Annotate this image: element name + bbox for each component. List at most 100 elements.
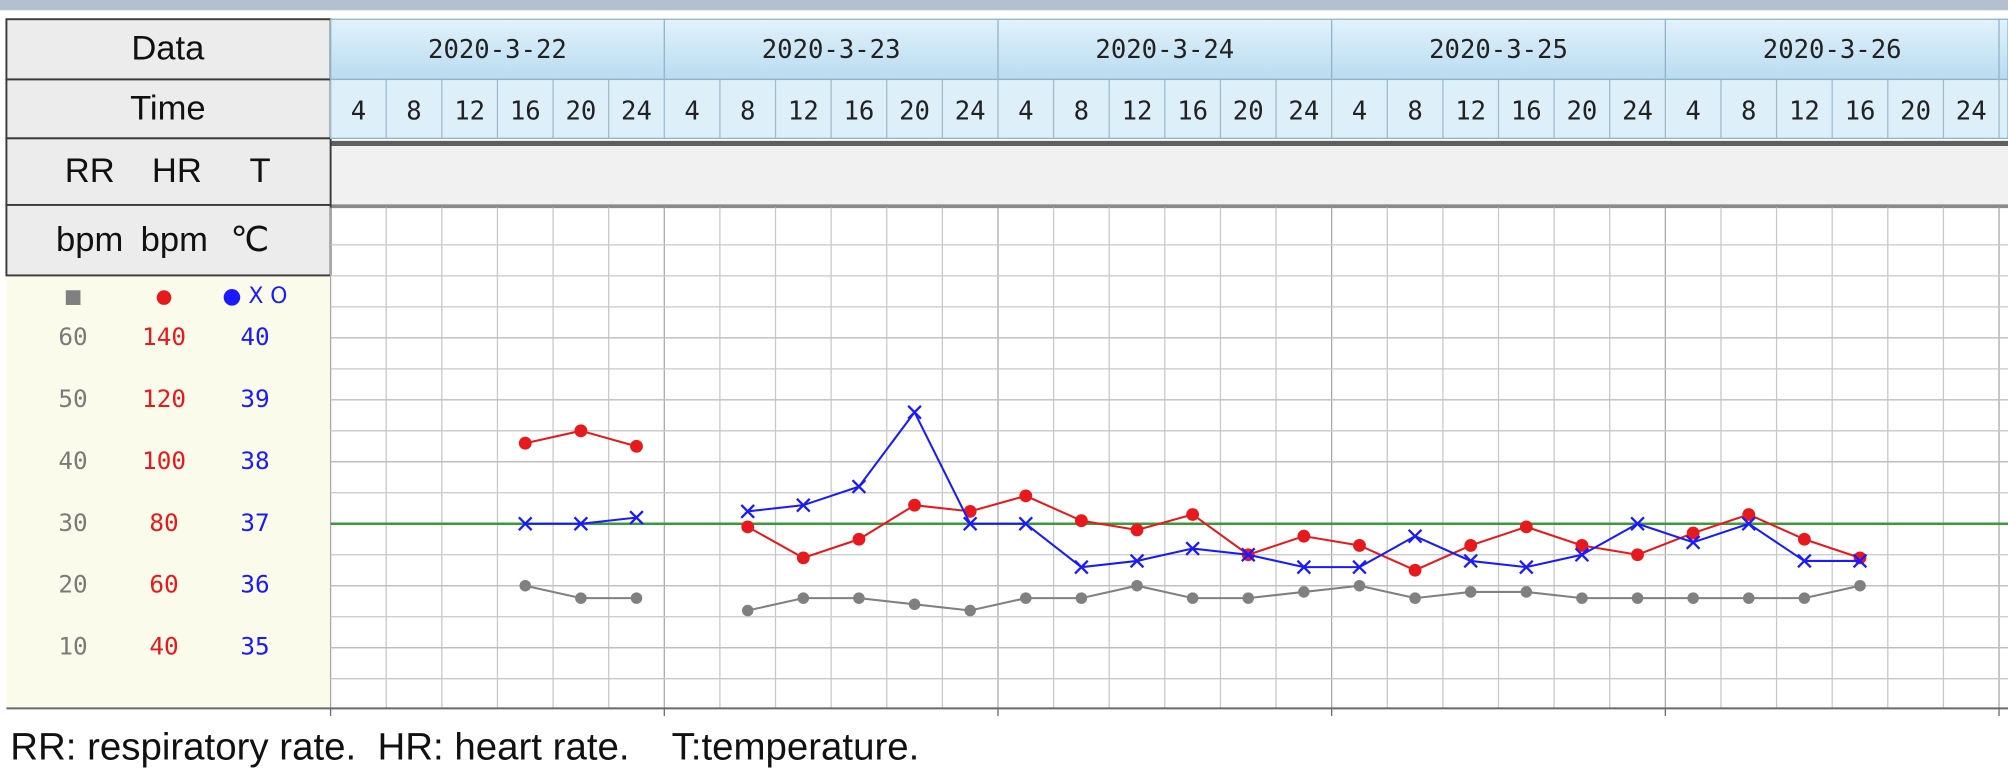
data-point — [518, 516, 533, 531]
data-point — [1519, 520, 1533, 534]
time-label: 20 — [899, 97, 930, 127]
time-label: 8 — [1074, 97, 1089, 127]
y-tick-label: 50 — [58, 384, 87, 413]
data-point — [573, 516, 589, 531]
data-point — [1687, 592, 1699, 604]
data-point — [519, 579, 532, 592]
time-label: 20 — [1233, 97, 1264, 127]
data-point — [629, 510, 644, 525]
data-point — [1519, 559, 1534, 575]
axis-panel — [6, 275, 331, 709]
y-tick-label: 39 — [240, 384, 269, 413]
data-point — [1407, 528, 1423, 544]
date-label: 2020-3-22 — [428, 35, 567, 65]
footnote: RR: respiratory rate. HR: heart rate. T:… — [10, 726, 919, 769]
data-point — [1074, 514, 1088, 528]
data-point — [1574, 547, 1590, 562]
data-point — [964, 604, 976, 617]
time-label: 20 — [1567, 97, 1598, 127]
data-point — [1296, 559, 1312, 575]
y-tick-label: 35 — [240, 632, 269, 661]
data-point — [1130, 523, 1144, 537]
data-point — [962, 516, 978, 531]
y-tick-label: 30 — [58, 508, 87, 537]
data-point — [1298, 586, 1310, 598]
time-label: 4 — [351, 97, 366, 127]
series-name: RR — [65, 152, 115, 190]
time-label: 24 — [1956, 97, 1987, 127]
data-point — [1463, 553, 1478, 569]
data-point — [1741, 516, 1756, 531]
y-tick-label: 60 — [58, 322, 87, 351]
blank-row — [330, 143, 2008, 205]
data-point — [1575, 539, 1589, 552]
time-label: 24 — [1288, 97, 1319, 127]
y-tick-label: 20 — [58, 570, 87, 599]
data-point — [1743, 592, 1755, 604]
time-label: 4 — [684, 97, 699, 127]
data-point — [518, 436, 532, 450]
y-tick-label: 38 — [240, 446, 269, 475]
series-unit: ℃ — [230, 221, 269, 259]
date-label: 2020-3-26 — [1763, 35, 1902, 65]
data-point — [1852, 553, 1868, 569]
data-point — [1185, 541, 1200, 556]
data-point — [1742, 508, 1756, 521]
data-point — [741, 604, 754, 617]
data-point — [907, 405, 922, 420]
series-name: T — [250, 152, 271, 190]
data-point — [1631, 592, 1644, 604]
series-name: HR — [152, 152, 202, 190]
data-point — [630, 439, 643, 453]
data-point — [1464, 539, 1478, 552]
data-point — [1074, 559, 1089, 575]
data-point — [1854, 579, 1866, 592]
time-label: 16 — [1177, 97, 1208, 127]
data-point — [1352, 559, 1367, 575]
data-point — [963, 504, 977, 518]
y-tick-label: 36 — [240, 570, 269, 599]
data-point — [1353, 539, 1366, 552]
time-label: 24 — [955, 97, 986, 127]
data-point — [1685, 535, 1701, 550]
data-point — [1409, 592, 1421, 604]
data-point — [1186, 592, 1199, 604]
time-label: 4 — [1018, 97, 1033, 127]
data-point — [1797, 532, 1811, 546]
time-label: 4 — [1685, 97, 1700, 127]
row-label: Data — [131, 30, 205, 68]
y-tick-label: 100 — [142, 446, 186, 475]
data-point — [1242, 592, 1255, 604]
time-label: 16 — [1845, 97, 1876, 127]
time-label: 8 — [1407, 97, 1422, 127]
data-point — [1353, 579, 1366, 592]
time-label: 4 — [1352, 97, 1367, 127]
y-tick-label: 80 — [149, 508, 178, 537]
data-point — [1020, 592, 1032, 604]
data-point — [1520, 586, 1533, 598]
date-label: 2020-3-24 — [1095, 35, 1234, 65]
time-label: 20 — [565, 97, 596, 127]
data-point — [1464, 586, 1477, 598]
time-label: 12 — [1789, 97, 1820, 127]
legend-symbol: ■ — [64, 285, 82, 308]
y-tick-label: 10 — [58, 632, 87, 661]
y-tick-label: 37 — [240, 508, 269, 537]
date-label: 2020-3-25 — [1429, 35, 1568, 65]
data-point — [1186, 508, 1200, 521]
time-label: 24 — [621, 97, 652, 127]
time-label: 8 — [406, 97, 421, 127]
data-point — [1019, 489, 1033, 503]
data-point — [908, 598, 921, 611]
data-point — [852, 532, 866, 546]
data-point — [741, 520, 755, 534]
data-point — [574, 424, 588, 438]
data-point — [1129, 553, 1145, 569]
top-bar — [0, 0, 2008, 11]
series-unit: bpm — [141, 221, 208, 259]
time-label: 16 — [1511, 97, 1542, 127]
header-cell — [5, 137, 332, 206]
y-tick-label: 140 — [142, 322, 186, 351]
data-point — [575, 592, 587, 604]
